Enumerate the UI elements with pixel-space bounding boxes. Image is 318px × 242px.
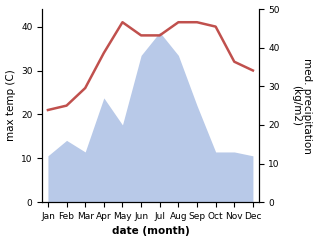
- Y-axis label: med. precipitation
(kg/m2): med. precipitation (kg/m2): [291, 58, 313, 153]
- X-axis label: date (month): date (month): [112, 227, 189, 236]
- Y-axis label: max temp (C): max temp (C): [5, 70, 16, 142]
